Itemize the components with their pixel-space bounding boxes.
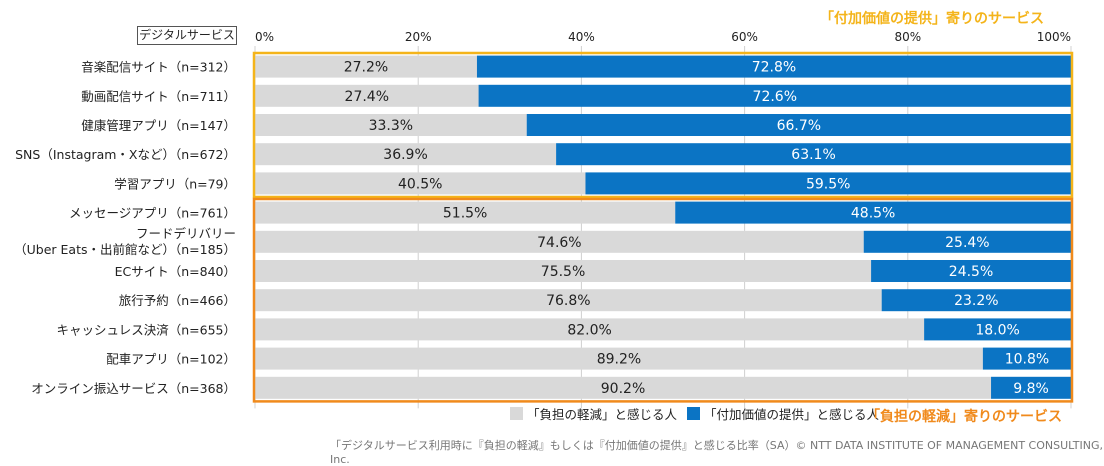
category-label: 健康管理アプリ（n=147） xyxy=(81,118,236,133)
bar-value xyxy=(863,230,1071,253)
data-label-value: 72.6% xyxy=(753,89,797,105)
bar-burden xyxy=(255,55,477,78)
category-label: 音楽配信サイト（n=312） xyxy=(81,60,236,75)
legend-item-burden: 「負担の軽減」と感じる人 xyxy=(510,404,677,423)
bar-burden xyxy=(255,376,992,399)
bar-burden xyxy=(255,143,557,166)
value-added-group-label: 「付加価値の提供」寄りのサービス xyxy=(820,11,1044,27)
footer-note: 「デジタルサービス利用時に『負担の軽減』もしくは『付加価値の提供』と感じる比率（… xyxy=(330,439,1103,466)
data-label-burden: 40.5% xyxy=(398,176,442,192)
data-label-value: 48.5% xyxy=(851,206,895,222)
category-label: 配車アプリ（n=102） xyxy=(106,352,236,367)
category-label: SNS（Instagram・Xなど）（n=672） xyxy=(15,147,236,162)
bar-burden xyxy=(255,230,864,253)
data-label-burden: 27.4% xyxy=(345,89,389,105)
value-added-group-frame xyxy=(252,51,1074,199)
data-label-burden: 82.0% xyxy=(567,322,611,338)
bar-burden xyxy=(255,347,983,370)
burden-group-frame xyxy=(252,197,1074,403)
legend-swatch-burden xyxy=(510,407,523,420)
data-label-burden: 51.5% xyxy=(443,206,487,222)
data-label-burden: 76.8% xyxy=(546,293,590,309)
bar-value xyxy=(982,347,1071,370)
x-tick-label: 20% xyxy=(405,30,432,44)
data-label-burden: 75.5% xyxy=(541,264,585,280)
x-tick-label: 60% xyxy=(731,30,758,44)
category-label: 学習アプリ（n=79） xyxy=(114,176,236,191)
bar-value xyxy=(585,172,1071,195)
bar-burden xyxy=(255,201,676,224)
legend-item-value: 「付加価値の提供」と感じる人 xyxy=(687,404,879,423)
bar-burden xyxy=(255,172,586,195)
bar-value xyxy=(871,260,1071,282)
bar-value xyxy=(881,289,1071,312)
category-label: キャッシュレス決済（n=655） xyxy=(56,322,236,337)
legend-swatch-value xyxy=(687,407,701,420)
data-label-burden: 27.2% xyxy=(344,60,388,76)
data-label-burden: 36.9% xyxy=(383,147,427,163)
category-label: 動画配信サイト（n=711） xyxy=(81,89,236,104)
bar-value xyxy=(476,55,1071,78)
bar-value xyxy=(556,143,1071,166)
category-label: 旅行予約（n=466） xyxy=(119,293,236,308)
x-tick-label: 80% xyxy=(894,30,921,44)
data-label-value: 23.2% xyxy=(954,293,998,309)
bar-value xyxy=(526,114,1071,136)
bar-value xyxy=(675,201,1071,224)
data-label-value: 66.7% xyxy=(777,118,821,134)
category-label: オンライン振込サービス（n=368） xyxy=(31,381,236,396)
bar-value xyxy=(991,376,1071,399)
category-label: ECサイト（n=840） xyxy=(115,264,236,279)
data-label-value: 25.4% xyxy=(945,235,989,251)
data-label-value: 10.8% xyxy=(1005,352,1049,368)
category-label: フードデリバリー xyxy=(136,226,236,241)
bar-burden xyxy=(255,114,527,136)
legend-label-value: 「付加価値の提供」と感じる人 xyxy=(704,407,880,422)
category-label: メッセージアプリ（n=761） xyxy=(69,206,236,221)
data-label-value: 9.8% xyxy=(1013,381,1049,397)
legend: 「負担の軽減」と感じる人 「付加価値の提供」と感じる人 xyxy=(510,404,889,423)
bar-value xyxy=(924,318,1071,341)
data-label-burden: 89.2% xyxy=(597,352,641,368)
bar-burden xyxy=(255,318,925,341)
bar-burden xyxy=(255,289,882,312)
data-label-burden: 90.2% xyxy=(601,381,645,397)
x-tick-label: 100% xyxy=(1037,30,1071,44)
data-label-value: 24.5% xyxy=(949,264,993,280)
data-label-value: 59.5% xyxy=(806,176,850,192)
x-tick-label: 40% xyxy=(568,30,595,44)
legend-label-burden: 「負担の軽減」と感じる人 xyxy=(527,407,678,422)
category-header-box: デジタルサービス xyxy=(137,26,237,45)
bar-burden xyxy=(255,84,479,107)
data-label-value: 63.1% xyxy=(791,147,835,163)
data-label-value: 72.8% xyxy=(752,60,796,76)
data-label-burden: 74.6% xyxy=(537,235,581,251)
category-label: （Uber Eats・出前館など）（n=185） xyxy=(14,242,236,257)
bar-value xyxy=(478,84,1072,107)
x-tick-label: 0% xyxy=(255,30,274,44)
burden-group-label: 「負担の軽減」寄りのサービス xyxy=(866,409,1062,425)
data-label-value: 18.0% xyxy=(975,322,1019,338)
bar-burden xyxy=(255,260,872,282)
data-label-burden: 33.3% xyxy=(369,118,413,134)
